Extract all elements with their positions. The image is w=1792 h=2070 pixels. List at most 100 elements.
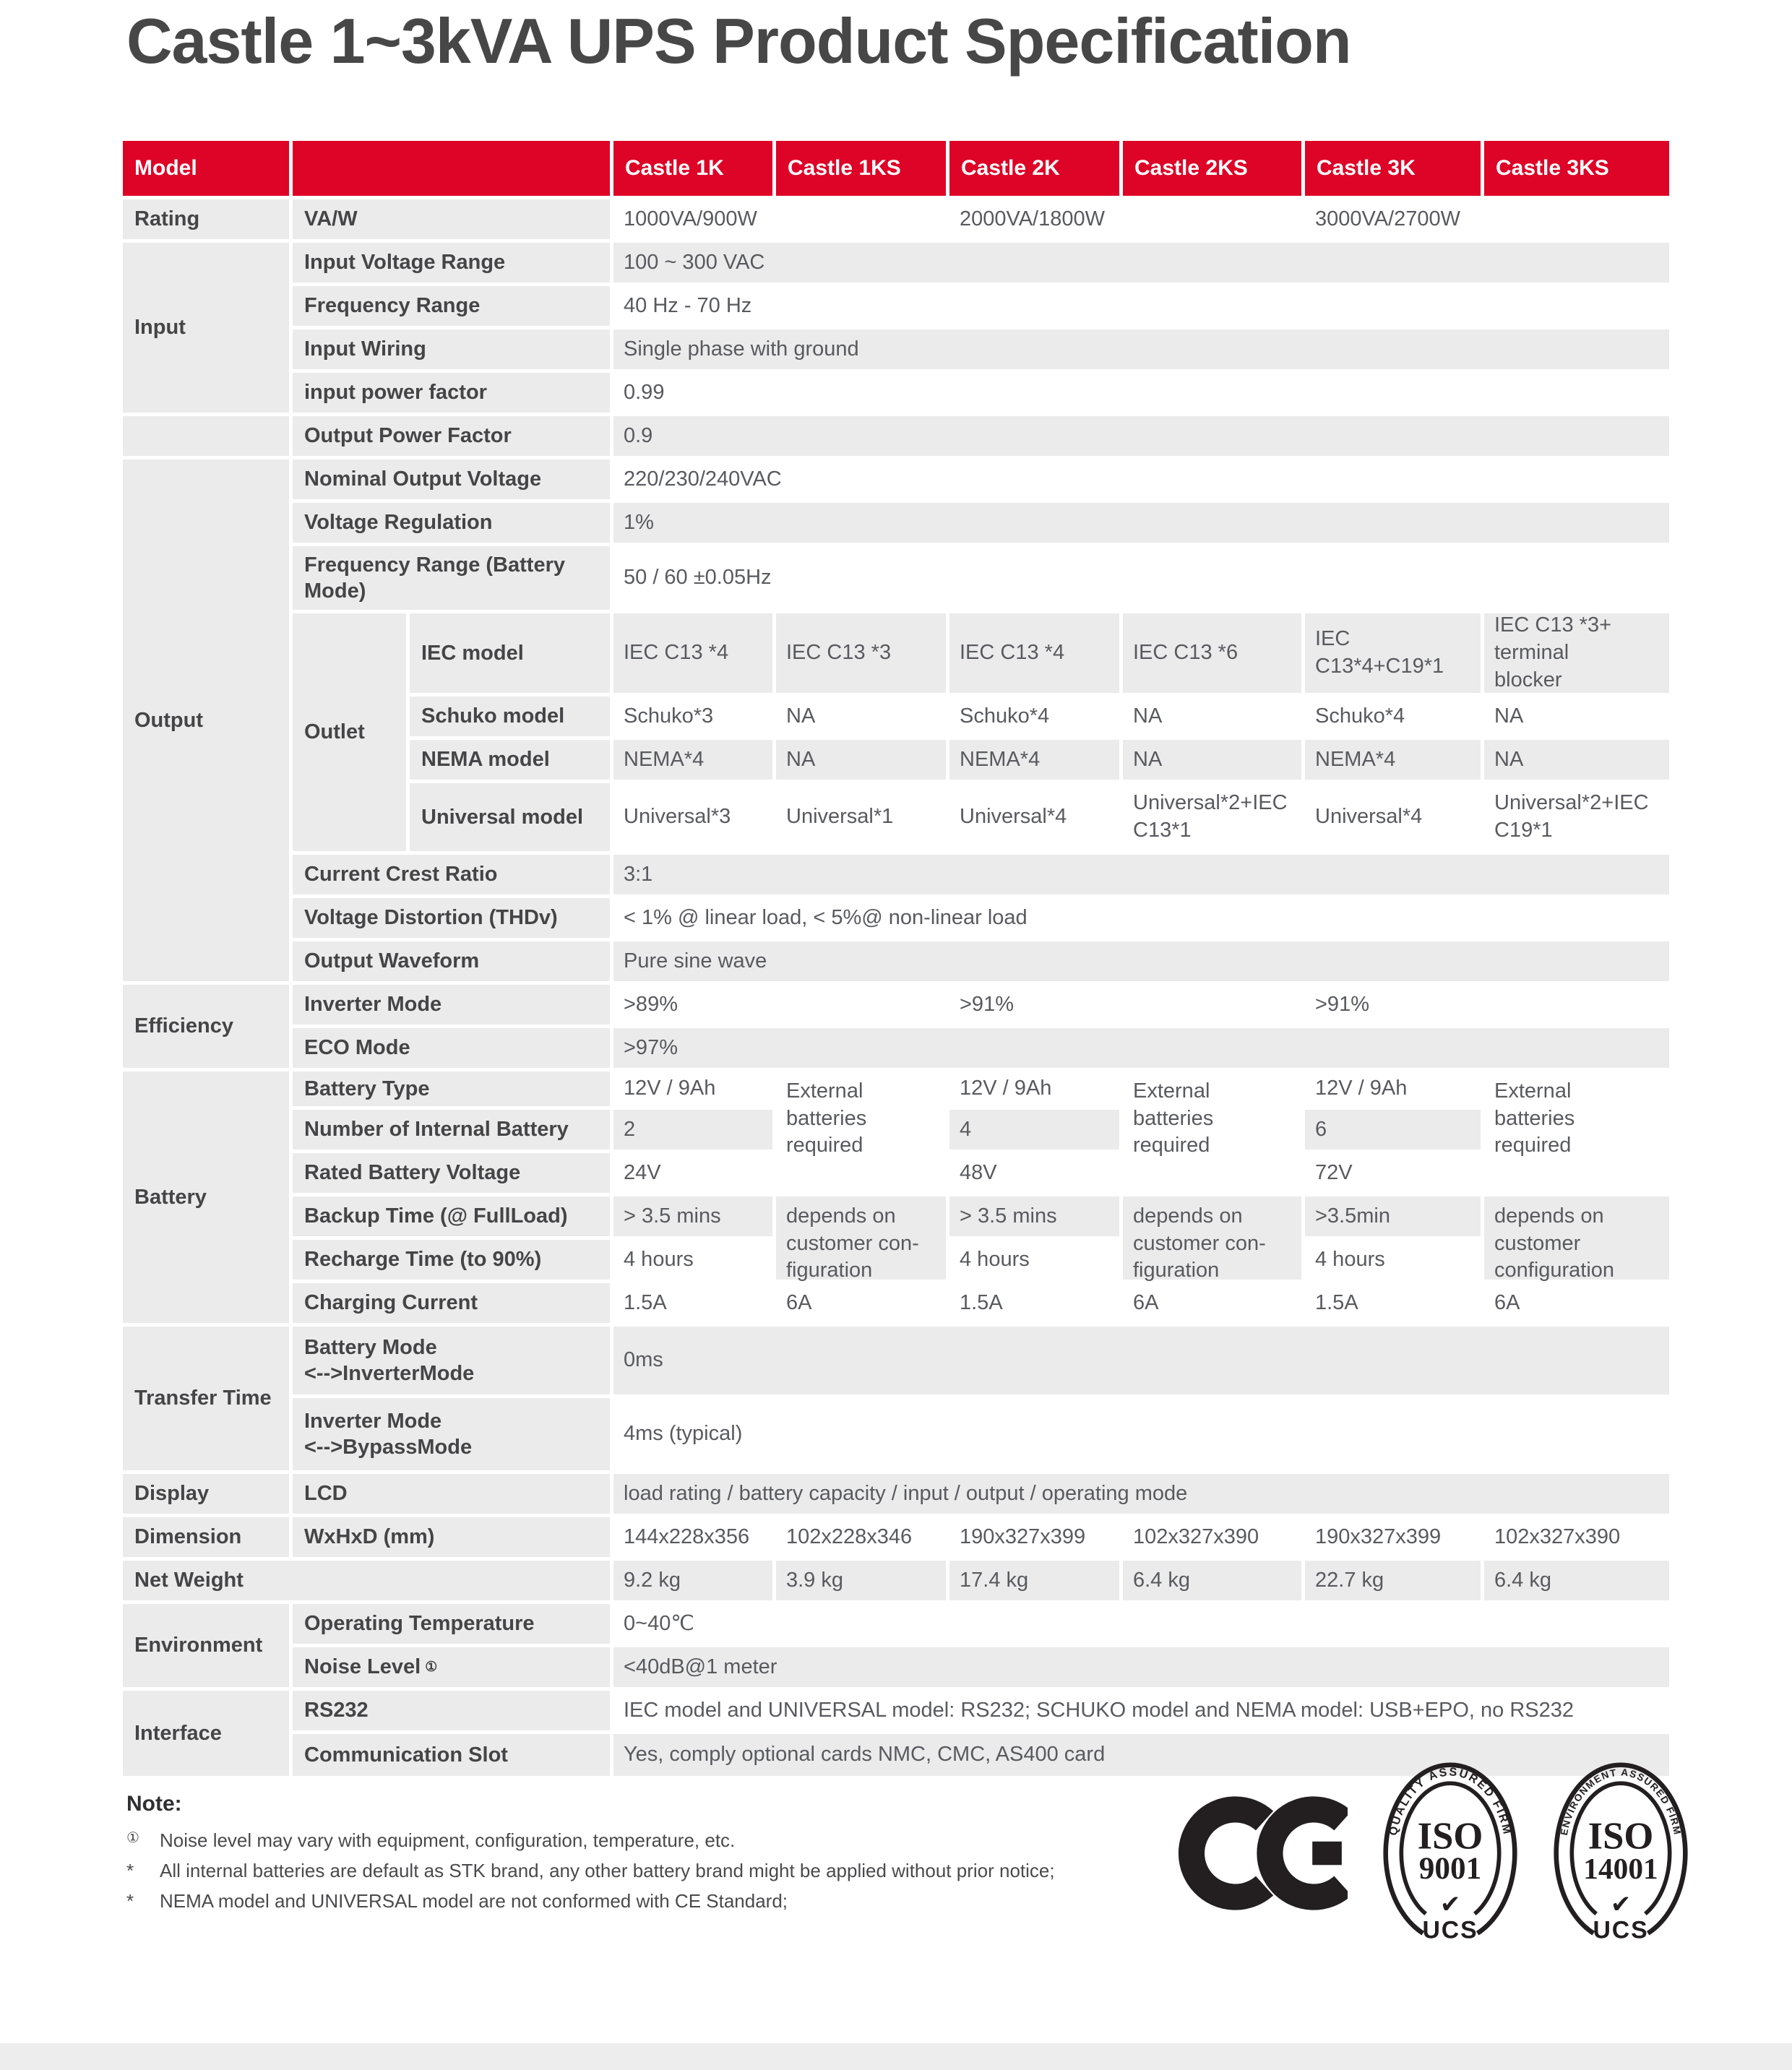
value-net-weight-2k: 17.4 kg xyxy=(949,1561,1119,1600)
section-interface: Interface xyxy=(123,1691,289,1776)
value-schuko-1k: Schuko*3 xyxy=(624,704,714,728)
note-text: Noise level may vary with equipment, con… xyxy=(160,1829,736,1851)
value-voltage-regulation: 1% xyxy=(613,503,1669,543)
certification-badges: QUALITY ASSURED FIRM ISO 9001 ✔ UCS ENVI… xyxy=(1178,1761,1689,1945)
label-universal-model: Universal model xyxy=(410,783,610,851)
value-universal-2ks: Universal*2+IEC C13*1 xyxy=(1133,791,1288,842)
label-input-voltage-range: Input Voltage Range xyxy=(293,243,610,283)
value-input-power-factor: 0.99 xyxy=(624,380,665,404)
value-internal-battery-1k: 2 xyxy=(613,1110,772,1150)
noise-level-footnote-mark: ① xyxy=(425,1659,438,1675)
header-castle-1k: Castle 1K xyxy=(613,141,772,196)
iso-9001-number-text: 9001 xyxy=(1419,1851,1481,1886)
label-nema-model: NEMA model xyxy=(410,740,610,780)
noise-level-text: Noise Level xyxy=(304,1655,421,1679)
note-item-noise: ① Noise level may vary with equipment, c… xyxy=(126,1825,1196,1855)
section-input: Input xyxy=(123,243,289,413)
value-backup-time-1ks: depends on customer con- figuration xyxy=(776,1196,946,1282)
value-nema-2k: NEMA*4 xyxy=(949,740,1119,780)
value-dimension-3k: 190x327x399 xyxy=(1315,1525,1442,1548)
value-net-weight-2ks: 6.4 kg xyxy=(1123,1561,1301,1600)
value-eco-mode: >97% xyxy=(613,1028,1669,1068)
value-input-voltage-range: 100 ~ 300 VAC xyxy=(613,243,1669,283)
value-input-wiring: Single phase with ground xyxy=(613,329,1669,369)
header-castle-2k: Castle 2K xyxy=(949,141,1119,196)
iso-9001-check-icon: ✔ xyxy=(1440,1891,1460,1918)
value-iec-1ks: IEC C13 *3 xyxy=(776,613,946,693)
section-transfer-time: Transfer Time xyxy=(123,1327,289,1470)
header-castle-1ks: Castle 1KS xyxy=(776,141,946,196)
label-schuko-model: Schuko model xyxy=(410,697,610,736)
note-marker-asterisk: * xyxy=(126,1890,134,1912)
value-recharge-time-1k: 4 hours xyxy=(624,1247,694,1271)
value-iec-3k: IEC C13*4+C19*1 xyxy=(1305,613,1481,693)
label-lcd: LCD xyxy=(293,1474,610,1514)
label-output-waveform: Output Waveform xyxy=(293,941,610,981)
value-dimension-3ks: 102x327x390 xyxy=(1494,1525,1621,1548)
value-lcd: load rating / battery capacity / input /… xyxy=(613,1474,1669,1514)
value-output-power-factor: 0.9 xyxy=(613,416,1669,456)
label-recharge-time: Recharge Time (to 90%) xyxy=(293,1240,610,1280)
label-frequency-range: Frequency Range xyxy=(293,286,610,326)
section-environment: Environment xyxy=(123,1604,289,1687)
section-display: Display xyxy=(123,1474,289,1514)
header-castle-2ks: Castle 2KS xyxy=(1123,141,1301,196)
value-schuko-3k: Schuko*4 xyxy=(1315,704,1405,728)
label-noise-level: Noise Level ① xyxy=(293,1647,610,1687)
value-backup-time-1k: > 3.5 mins xyxy=(613,1196,772,1236)
value-backup-time-3ks: depends on customer configuration xyxy=(1484,1196,1669,1282)
note-text: NEMA model and UNIVERSAL model are not c… xyxy=(160,1890,788,1912)
value-output-waveform: Pure sine wave xyxy=(613,941,1669,981)
iso-14001-check-icon: ✔ xyxy=(1611,1891,1631,1918)
value-dimension-1k: 144x228x356 xyxy=(624,1525,750,1548)
value-backup-time-2k: > 3.5 mins xyxy=(949,1196,1119,1236)
value-nema-1ks: NA xyxy=(776,740,946,780)
iso-9001-iso-text: ISO xyxy=(1418,1815,1483,1857)
value-battery-voltage-3k: 72V xyxy=(1315,1160,1353,1184)
iso-9001-org-text: UCS xyxy=(1422,1917,1478,1944)
label-wxhxd: WxHxD (mm) xyxy=(293,1517,610,1557)
page-title: Castle 1~3kVA UPS Product Specification xyxy=(126,5,1352,77)
value-schuko-3ks: NA xyxy=(1494,704,1524,728)
iso-14001-number-text: 14001 xyxy=(1583,1852,1658,1885)
value-universal-1k: Universal*3 xyxy=(624,805,731,829)
iso-14001-org-text: UCS xyxy=(1593,1917,1648,1944)
label-battery-type: Battery Type xyxy=(293,1071,610,1106)
header-castle-3ks: Castle 3KS xyxy=(1484,141,1669,196)
iso-14001-iso-text: ISO xyxy=(1588,1815,1654,1857)
note-marker-circled-1: ① xyxy=(126,1830,139,1846)
value-recharge-time-3k: 4 hours xyxy=(1315,1247,1385,1271)
label-backup-time: Backup Time (@ FullLoad) xyxy=(293,1196,610,1236)
label-net-weight: Net Weight xyxy=(123,1561,610,1600)
section-blank xyxy=(123,416,289,456)
iso-9001-badge-icon: QUALITY ASSURED FIRM ISO 9001 ✔ UCS xyxy=(1383,1762,1517,1944)
notes-heading: Note: xyxy=(126,1792,182,1816)
value-battery-type-3ks: External batteries required xyxy=(1494,1079,1575,1157)
label-voltage-regulation: Voltage Regulation xyxy=(293,503,610,543)
label-internal-battery-count: Number of Internal Battery xyxy=(293,1110,610,1150)
value-charging-current-1k: 1.5A xyxy=(624,1290,667,1314)
value-charging-current-1ks: 6A xyxy=(786,1290,812,1314)
value-net-weight-3k: 22.7 kg xyxy=(1305,1561,1481,1600)
footer-band xyxy=(0,2043,1792,2070)
value-nema-2ks: NA xyxy=(1123,740,1301,780)
value-charging-current-2ks: 6A xyxy=(1133,1290,1159,1314)
value-universal-2k: Universal*4 xyxy=(960,805,1067,829)
value-charging-current-3k: 1.5A xyxy=(1315,1290,1358,1314)
value-universal-1ks: Universal*1 xyxy=(786,805,894,829)
value-nema-1k: NEMA*4 xyxy=(613,740,772,780)
value-battery-type-2k: 12V / 9Ah xyxy=(960,1077,1052,1100)
value-backup-time-2ks: depends on customer con- figuration xyxy=(1123,1196,1301,1282)
value-rating-2k: 2000VA/1800W xyxy=(960,207,1105,230)
section-dimension: Dimension xyxy=(123,1517,289,1557)
value-communication-slot: Yes, comply optional cards NMC, CMC, AS4… xyxy=(613,1734,1669,1776)
value-recharge-time-2k: 4 hours xyxy=(960,1247,1030,1271)
value-noise-level: <40dB@1 meter xyxy=(613,1647,1669,1687)
label-inverter-bypass-mode: Inverter Mode <-->BypassMode xyxy=(293,1398,610,1470)
value-iec-2ks: IEC C13 *6 xyxy=(1123,613,1301,693)
value-battery-type-2ks: External batteries required xyxy=(1133,1079,1214,1157)
label-charging-current: Charging Current xyxy=(293,1283,610,1323)
label-input-power-factor: input power factor xyxy=(293,373,610,413)
label-communication-slot: Communication Slot xyxy=(293,1734,610,1776)
value-nema-3k: NEMA*4 xyxy=(1305,740,1481,780)
